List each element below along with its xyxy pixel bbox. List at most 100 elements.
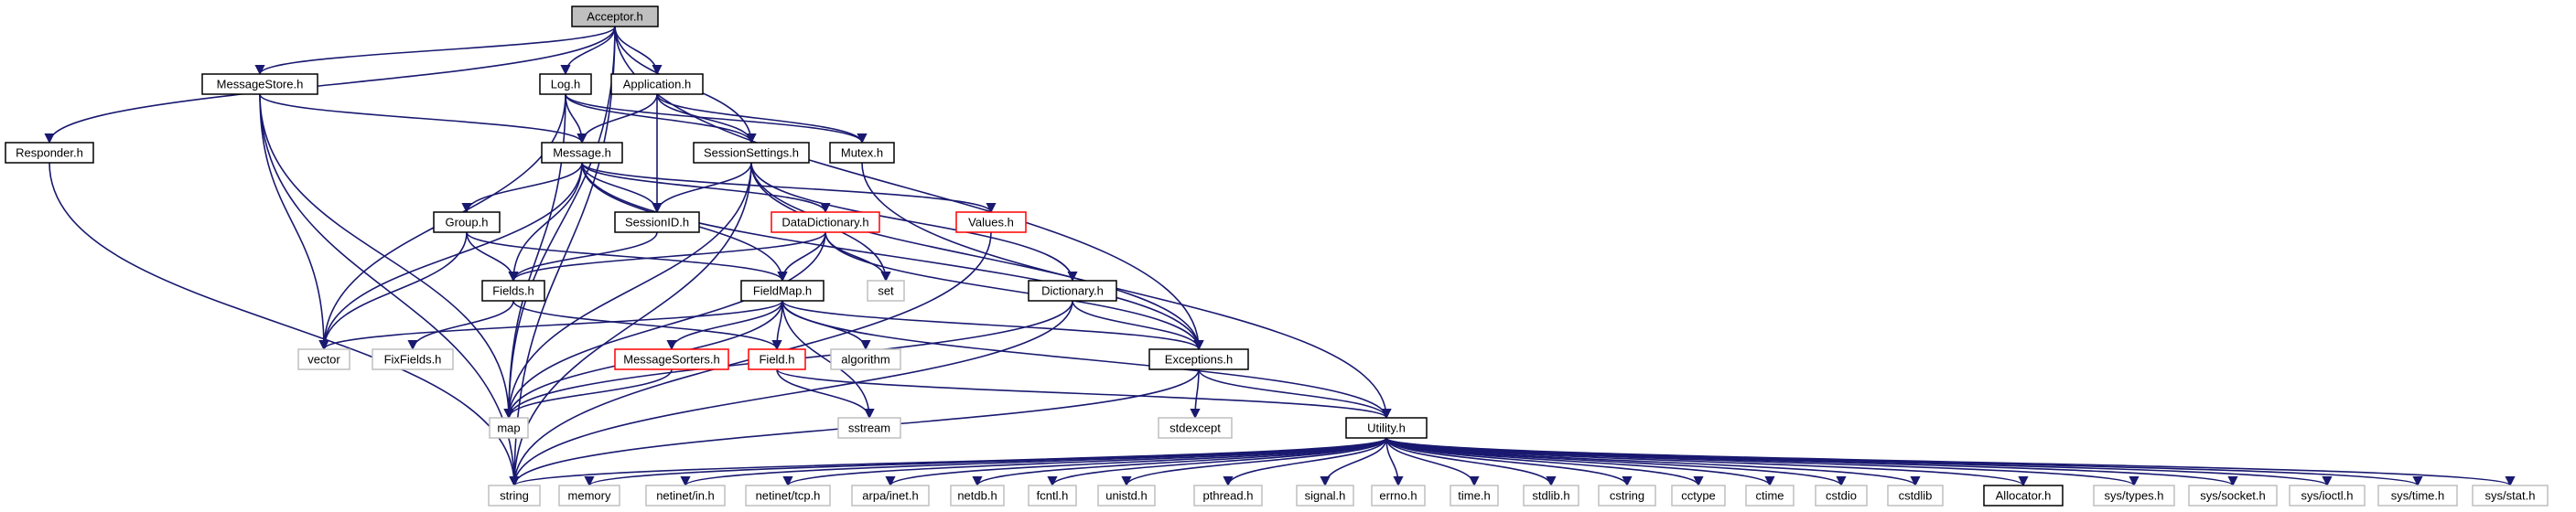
edge-messagestore-to-message: [259, 93, 587, 144]
node-datadictionary[interactable]: DataDictionary.h: [771, 211, 880, 233]
node-box: [2377, 485, 2458, 507]
node-memory: memory: [558, 485, 620, 507]
node-utility[interactable]: Utility.h: [1345, 417, 1428, 439]
node-box: [5, 142, 94, 164]
node-label: errno.h: [1379, 489, 1417, 503]
node-box: [950, 485, 1005, 507]
edge-utility-to-netinet-tcp: [782, 437, 1387, 487]
edge-dictionary-to-exceptions: [1072, 300, 1204, 351]
node-box: [372, 348, 454, 370]
node-label: stdexcept: [1169, 421, 1221, 435]
node-responder[interactable]: Responder.h: [5, 142, 94, 164]
node-string: string: [488, 485, 541, 507]
node-box: [1028, 485, 1077, 507]
node-group[interactable]: Group.h: [433, 211, 501, 233]
node-box: [539, 73, 592, 95]
node-box: [488, 485, 541, 507]
node-fcntl: fcntl.h: [1028, 485, 1077, 507]
node-time: time.h: [1450, 485, 1499, 507]
node-ctime: ctime: [1745, 485, 1795, 507]
node-netinet-tcp: netinet/tcp.h: [745, 485, 831, 507]
edge-sessionsettings-to-map: [503, 162, 752, 420]
node-box: [1028, 280, 1117, 302]
edge-utility-to-unistd: [1121, 437, 1387, 487]
edge-group-to-vector: [318, 231, 468, 351]
node-box: [837, 417, 901, 439]
edge-field-to-utility: [776, 368, 1392, 420]
node-label: FixFields.h: [384, 353, 442, 367]
node-mutex[interactable]: Mutex.h: [829, 142, 895, 164]
edge-utility-to-arpa-inet: [885, 437, 1387, 487]
edge-utility-to-cstring: [1385, 437, 1633, 487]
node-box: [1097, 485, 1156, 507]
node-label: vector: [307, 353, 340, 367]
node-box: [571, 5, 659, 27]
edge-utility-to-netinet-in: [680, 437, 1387, 487]
node-label: SessionID.h: [625, 216, 689, 229]
node-messagesorters[interactable]: MessageSorters.h: [614, 348, 729, 370]
node-fields[interactable]: Fields.h: [481, 280, 545, 302]
edge-messagestore-to-vector: [259, 93, 329, 351]
node-exceptions[interactable]: Exceptions.h: [1148, 348, 1249, 370]
node-box: [867, 280, 905, 302]
edge-field-to-sstream: [776, 368, 875, 420]
node-allocator[interactable]: Allocator.h: [1983, 485, 2064, 507]
edge-log-to-mutex: [565, 93, 868, 144]
edge-application-to-message: [577, 93, 658, 144]
node-box: [1887, 485, 1944, 507]
edge-utility-to-allocator: [1385, 437, 2029, 487]
edge-utility-to-cstdlib: [1385, 437, 1921, 487]
node-label: set: [878, 284, 894, 298]
edge-utility-to-fcntl: [1047, 437, 1387, 487]
node-netinet-in: netinet/in.h: [645, 485, 726, 507]
edge-fieldmap-to-sstream: [781, 300, 875, 420]
node-sessionsettings[interactable]: SessionSettings.h: [693, 142, 810, 164]
edges-layer: [44, 26, 2516, 487]
node-box: [1815, 485, 1868, 507]
node-label: Dictionary.h: [1041, 284, 1104, 298]
edge-utility-to-cctype: [1385, 437, 1704, 487]
node-fieldmap[interactable]: FieldMap.h: [740, 280, 825, 302]
edge-fields-to-fixfields: [407, 300, 514, 351]
node-box: [541, 142, 623, 164]
node-stdexcept: stdexcept: [1158, 417, 1233, 439]
edge-acceptor-to-responder: [44, 26, 616, 144]
node-sys-types: sys/types.h: [2093, 485, 2175, 507]
node-label: Message.h: [553, 146, 611, 160]
node-label: sys/ioctl.h: [2301, 489, 2353, 503]
node-label: Exceptions.h: [1165, 353, 1233, 367]
node-box: [489, 417, 529, 439]
node-sessionid[interactable]: SessionID.h: [614, 211, 700, 233]
node-label: Allocator.h: [1996, 489, 2052, 503]
node-messagestore[interactable]: MessageStore.h: [201, 73, 318, 95]
node-label: Mutex.h: [841, 146, 883, 160]
node-label: sys/time.h: [2391, 489, 2445, 503]
edge-utility-to-stdlib: [1385, 437, 1557, 487]
node-values[interactable]: Values.h: [955, 211, 1027, 233]
edge-messagestore-to-string: [259, 93, 520, 487]
node-box: [2289, 485, 2366, 507]
node-label: sys/socket.h: [2200, 489, 2266, 503]
node-label: Utility.h: [1367, 421, 1406, 435]
node-application[interactable]: Application.h: [610, 73, 704, 95]
node-box: [645, 485, 726, 507]
node-label: sstream: [848, 421, 890, 435]
node-pthread: pthread.h: [1193, 485, 1263, 507]
node-log[interactable]: Log.h: [539, 73, 592, 95]
node-box: [2472, 485, 2549, 507]
edge-utility-to-signal: [1320, 437, 1387, 487]
node-label: memory: [568, 489, 611, 503]
node-netdb: netdb.h: [950, 485, 1005, 507]
node-fixfields: FixFields.h: [372, 348, 454, 370]
edge-message-to-fields: [508, 162, 583, 283]
node-dictionary[interactable]: Dictionary.h: [1028, 280, 1117, 302]
node-field[interactable]: Field.h: [748, 348, 806, 370]
node-label: Responder.h: [16, 146, 83, 160]
node-message[interactable]: Message.h: [541, 142, 623, 164]
node-box: [829, 142, 895, 164]
edge-acceptor-to-log: [560, 26, 616, 76]
edge-sessionid-to-fields: [508, 231, 658, 283]
node-signal: signal.h: [1296, 485, 1354, 507]
node-label: cctype: [1681, 489, 1716, 503]
node-acceptor[interactable]: Acceptor.h: [571, 5, 659, 27]
